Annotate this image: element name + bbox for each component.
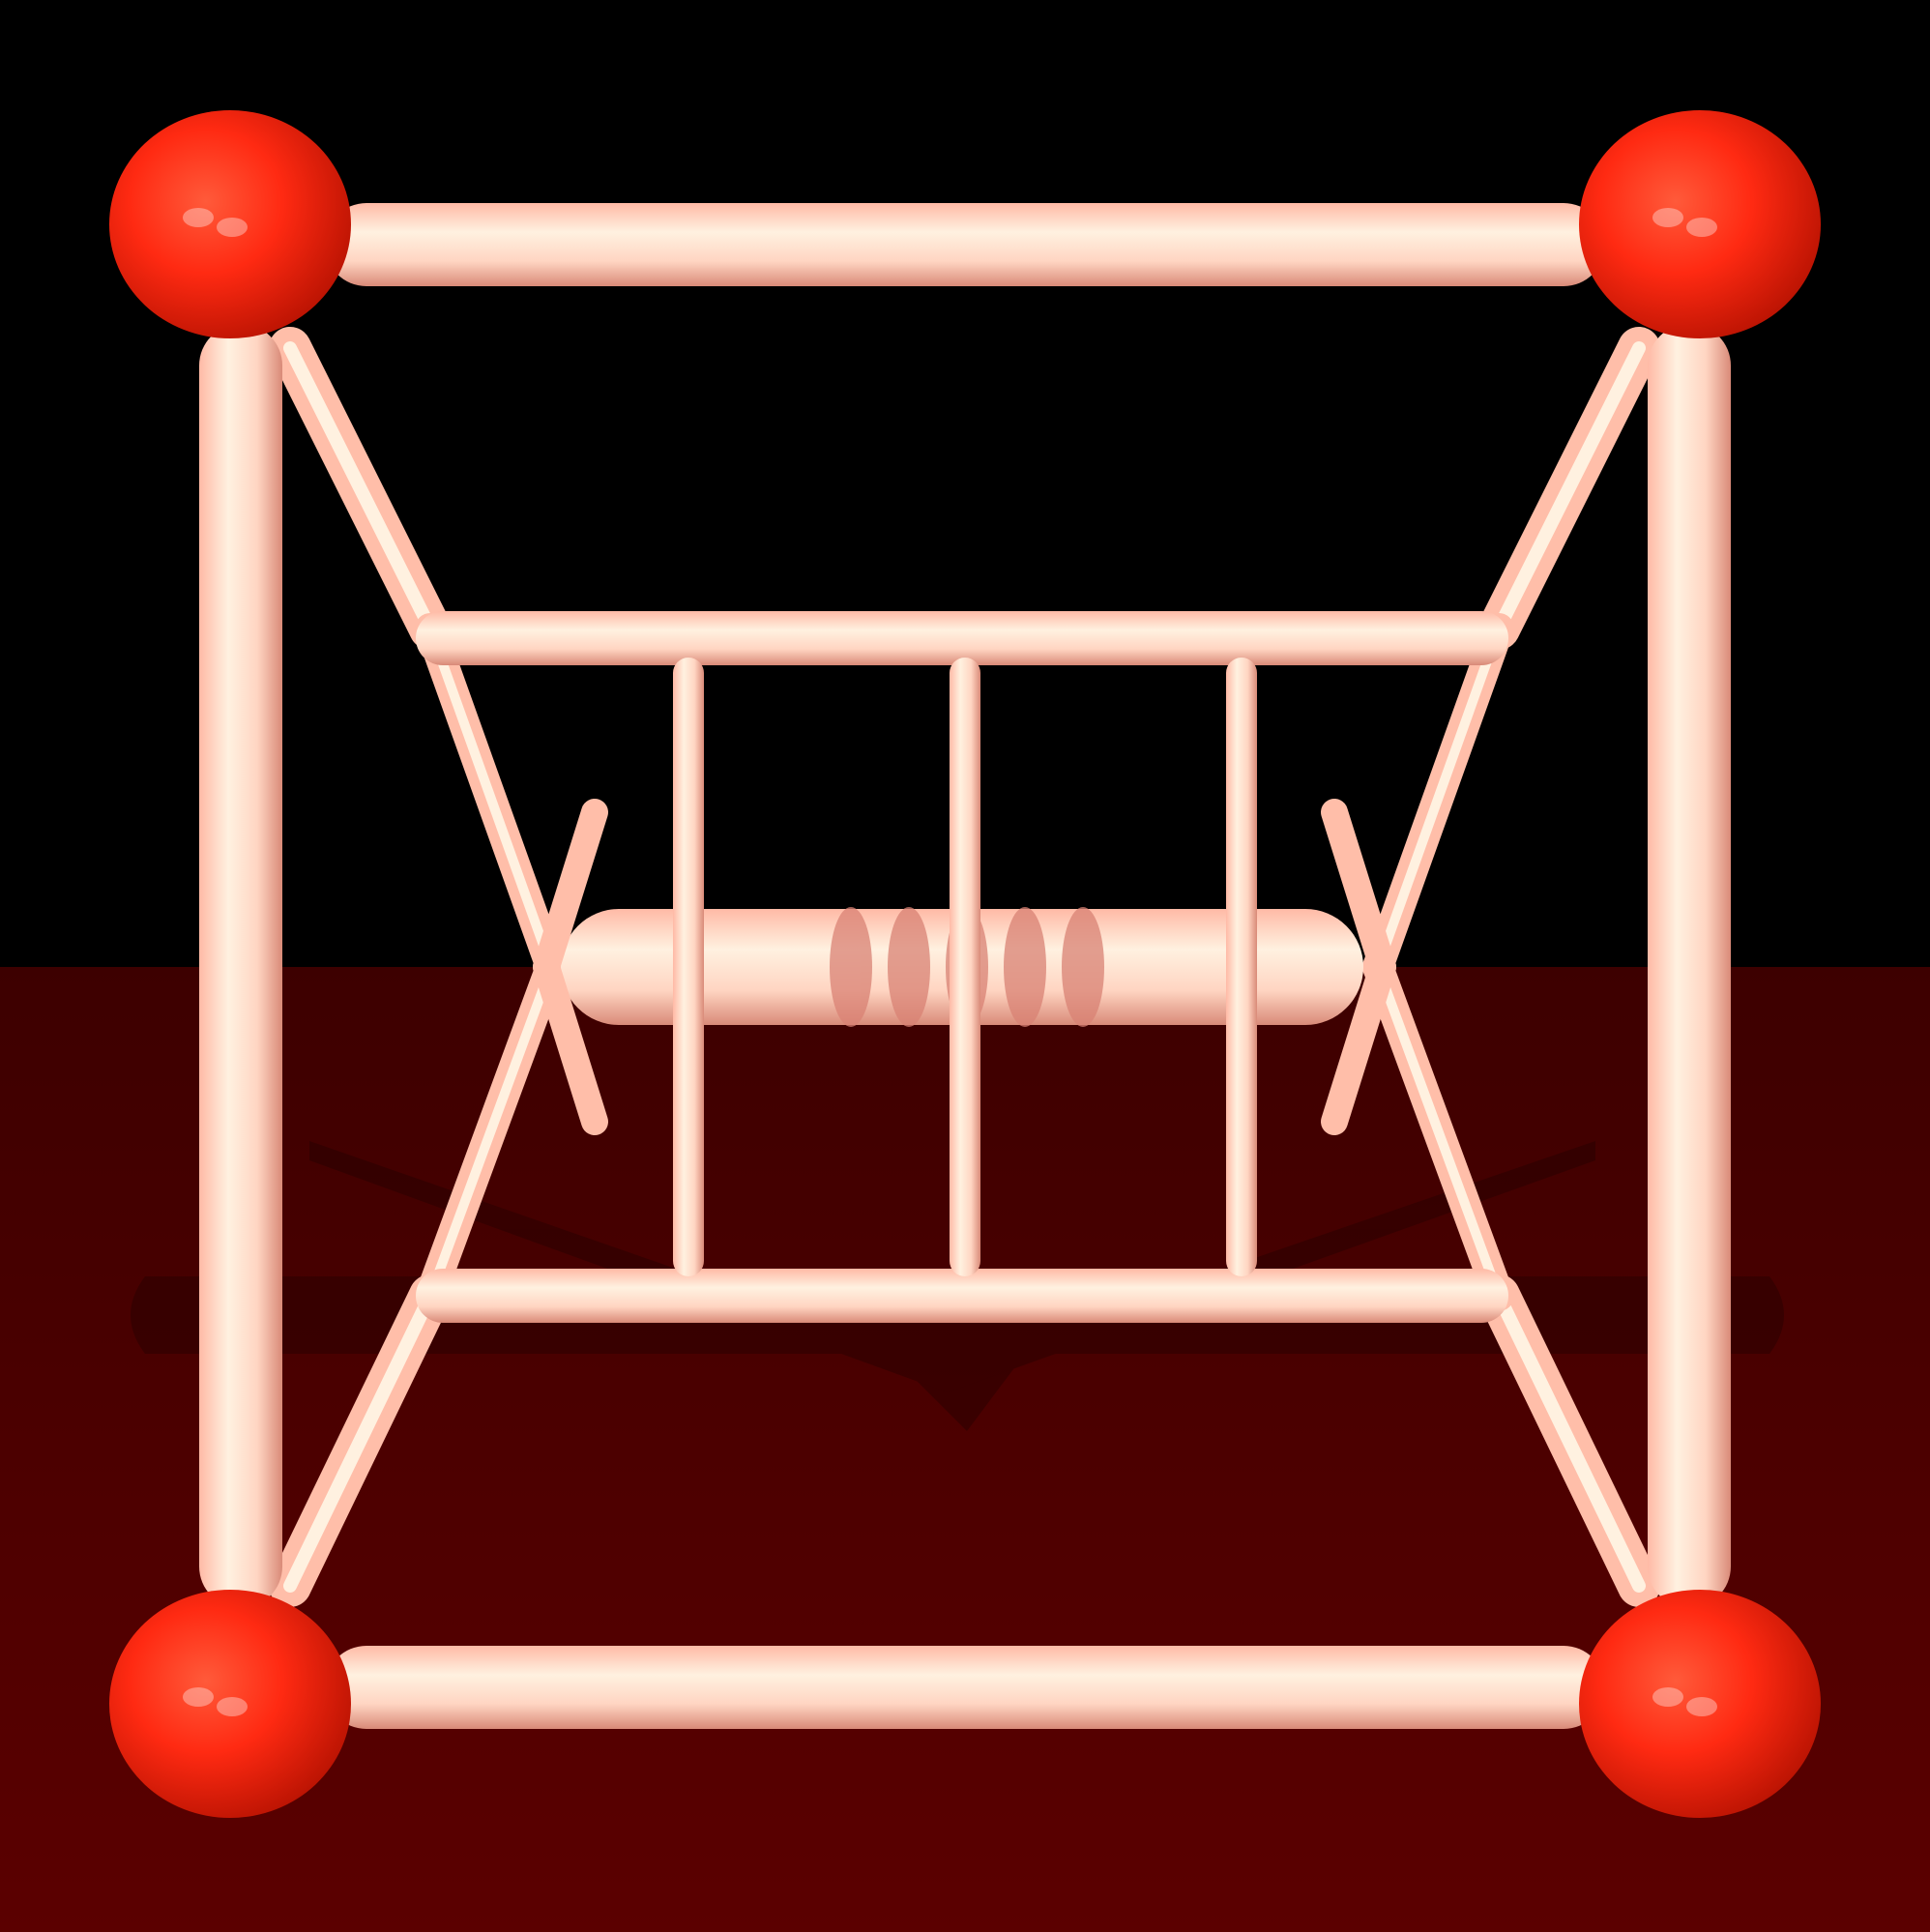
- corner-node-bottom-right: [1579, 1590, 1821, 1818]
- diagonal-struts: [269, 327, 1660, 1607]
- inner-horizontal-bars: [416, 611, 1508, 1323]
- outer-bottom-bar: [325, 1646, 1605, 1729]
- outer-top-bar: [325, 203, 1605, 286]
- axle-end-crosses: [533, 799, 1396, 1135]
- corner-node-top-right: [1579, 110, 1821, 338]
- corner-nodes: [109, 110, 1821, 1818]
- outer-frame: [199, 203, 1731, 1729]
- inner-vertical-bars: [673, 658, 1257, 1276]
- outer-right-bar: [1648, 324, 1731, 1608]
- corner-node-bottom-left: [109, 1590, 351, 1818]
- outer-left-bar: [199, 324, 282, 1608]
- corner-node-top-left: [109, 110, 351, 338]
